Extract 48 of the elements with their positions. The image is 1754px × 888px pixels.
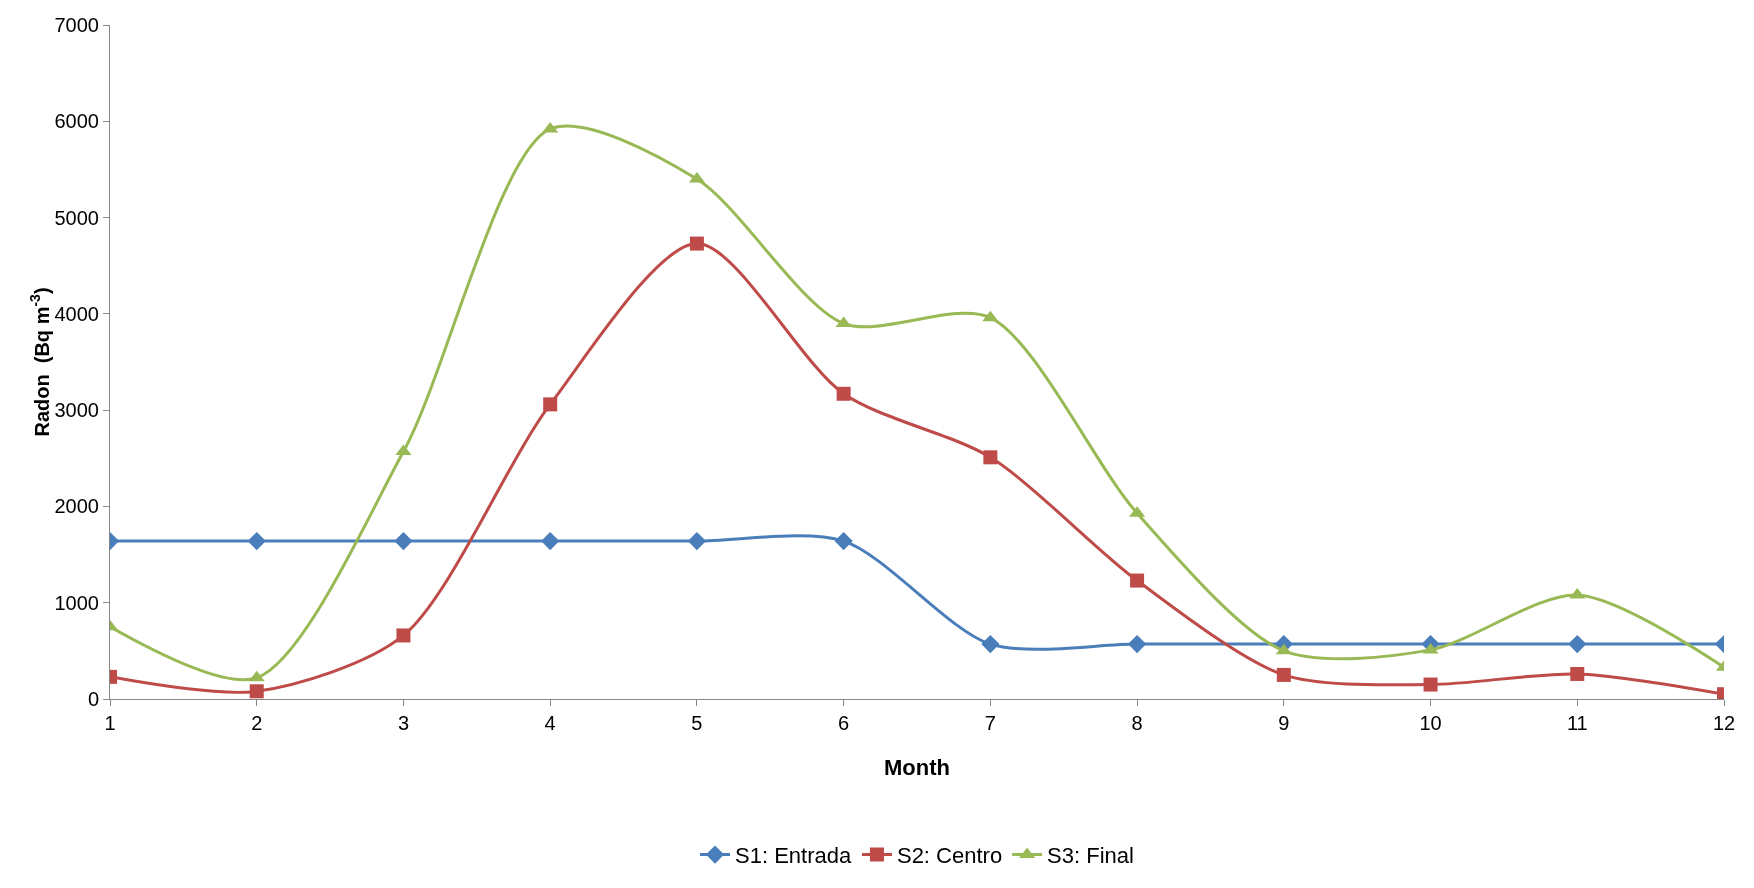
point [1423,677,1438,692]
x-tick-label: 10 [1419,712,1442,734]
x-tick-label: 11 [1566,712,1588,734]
point [1570,666,1585,681]
point [982,310,999,322]
x-tick-label: 9 [1278,712,1290,734]
point [541,531,560,551]
point [248,670,265,682]
y-tick-label: 1000 [54,591,99,614]
point [396,628,411,643]
point [394,531,413,551]
x-tick-label: 4 [544,712,556,734]
point [1130,573,1145,588]
point [249,684,264,699]
point [836,386,851,401]
point [983,450,998,465]
point [687,531,707,551]
point [395,444,412,456]
y-tick-label: 4000 [54,302,99,325]
point [1422,642,1439,654]
x-axis-title: Month [884,755,950,780]
x-tick-label: 3 [397,712,410,734]
x-tick-label: 12 [1712,712,1736,734]
legend-label: S3: Final [1047,843,1134,869]
x-tick-label: 8 [1131,712,1143,734]
point [1276,667,1291,682]
point [1275,643,1292,655]
point [834,531,853,551]
point [247,531,266,551]
y-tick-label: 3000 [54,399,99,422]
y-tick-label: 6000 [54,110,99,133]
x-tick-label: 1 [104,712,116,734]
point [543,397,558,412]
x-tick-label: 5 [691,712,703,734]
legend-label: S1: Entrada [735,843,852,869]
point [1127,635,1147,654]
x-tick-label: 7 [984,712,996,734]
x-tick-label: 6 [838,712,850,734]
y-tick-label: 0 [87,688,99,710]
point [542,121,559,133]
point [981,635,1000,654]
legend-label: S2: Centro [896,843,1003,869]
x-tick-label: 2 [251,712,263,734]
y-tick-label: 7000 [54,14,99,36]
point [689,236,704,251]
y-tick-label: 2000 [54,495,99,518]
point [1568,635,1587,654]
y-tick-label: 5000 [54,206,99,229]
